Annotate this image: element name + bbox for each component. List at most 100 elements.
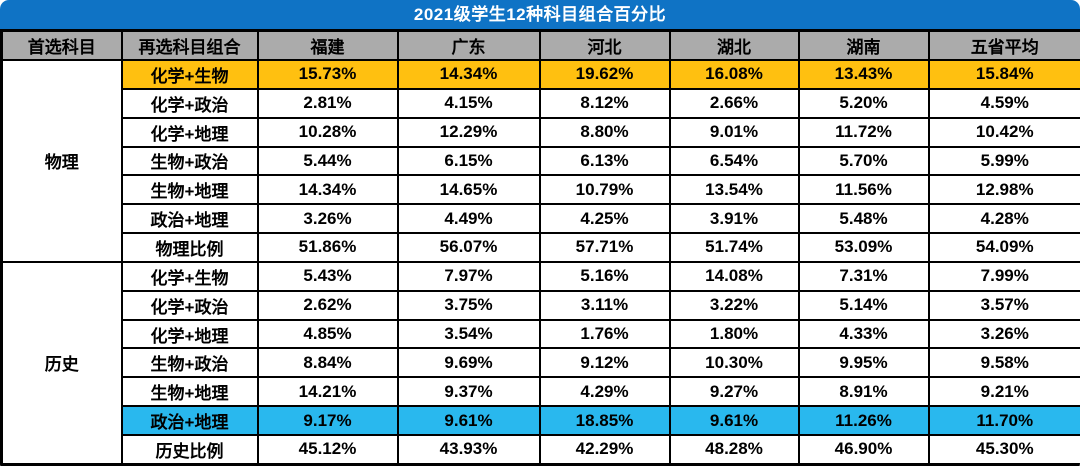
column-header-6: 湖南 (797, 29, 930, 61)
value-cell: 3.26% (256, 203, 399, 235)
row-label: 化学+地理 (120, 116, 259, 148)
table-row: 化学+地理 4.85% 3.54% 1.76% 1.80% 4.33% 3.26% (2, 318, 1080, 350)
value-cell: 9.17% (256, 405, 399, 436)
value-cell: 5.20% (797, 87, 930, 119)
value-cell: 11.26% (797, 405, 930, 436)
value-cell: 54.09% (927, 232, 1080, 263)
value-cell: 9.12% (538, 347, 671, 379)
column-header-2: 福建 (256, 29, 399, 61)
table-row: 生物+政治 8.84% 9.69% 9.12% 10.30% 9.95% 9.58% (2, 347, 1080, 379)
value-cell: 19.62% (538, 59, 671, 90)
column-header-0: 首选科目 (0, 29, 123, 61)
row-label: 生物+地理 (120, 174, 259, 206)
value-cell: 42.29% (538, 433, 671, 466)
value-cell: 51.86% (256, 232, 399, 263)
value-cell: 5.99% (927, 145, 1080, 177)
value-cell: 3.57% (927, 289, 1080, 321)
value-cell: 8.80% (538, 116, 671, 148)
row-label: 化学+政治 (120, 289, 259, 321)
table-row: 物理比例 51.86% 56.07% 57.71% 51.74% 53.09% 54.09% (2, 232, 1080, 263)
row-label: 历史比例 (120, 433, 259, 466)
value-cell: 45.12% (256, 433, 399, 466)
table-row: 历史 化学+生物 5.43% 7.97% 5.16% 14.08% 7.31% 7.99% (0, 260, 1080, 466)
value-cell: 4.28% (927, 203, 1080, 235)
value-cell: 14.65% (396, 174, 541, 206)
value-cell: 5.43% (256, 260, 399, 292)
section-label-physics: 物理 (0, 59, 123, 263)
value-cell: 13.43% (797, 59, 930, 90)
value-cell: 9.61% (396, 405, 541, 436)
row-label: 化学+生物 (120, 260, 259, 292)
value-cell: 13.54% (668, 174, 800, 206)
value-cell: 9.58% (927, 347, 1080, 379)
row-label: 化学+政治 (120, 87, 259, 119)
value-cell: 4.49% (396, 203, 541, 235)
value-cell: 48.28% (668, 433, 800, 466)
column-header-5: 湖北 (668, 29, 800, 61)
value-cell: 9.27% (668, 376, 800, 408)
value-cell: 8.12% (538, 87, 671, 119)
value-cell: 4.29% (538, 376, 671, 408)
column-header-3: 广东 (396, 29, 541, 61)
value-cell: 3.11% (538, 289, 671, 321)
value-cell: 6.15% (396, 145, 541, 177)
table-row: 化学+政治 2.81% 4.15% 8.12% 2.66% 5.20% 4.59% (2, 87, 1080, 119)
value-cell: 9.69% (396, 347, 541, 379)
value-cell: 9.37% (396, 376, 541, 408)
value-cell: 10.28% (256, 116, 399, 148)
row-label: 化学+地理 (120, 318, 259, 350)
figure-title: 2021级学生12种科目组合百分比 (0, 0, 1080, 29)
data-table: 首选科目 再选科目组合 福建 广东 河北 湖北 湖南 五省平均 物理 化学+生物 15.73% 14… (0, 29, 1080, 466)
value-cell: 15.84% (927, 59, 1080, 90)
table-row: 生物+政治 5.44% 6.15% 6.13% 6.54% 5.70% 5.99% (2, 145, 1080, 177)
value-cell: 2.81% (256, 87, 399, 119)
value-cell: 5.48% (797, 203, 930, 235)
row-label: 生物+政治 (120, 347, 259, 379)
value-cell: 11.70% (927, 405, 1080, 436)
value-cell: 4.25% (538, 203, 671, 235)
value-cell: 11.56% (797, 174, 930, 206)
value-cell: 14.08% (668, 260, 800, 292)
value-cell: 4.59% (927, 87, 1080, 119)
table-row: 化学+政治 2.62% 3.75% 3.11% 3.22% 5.14% 3.57% (2, 289, 1080, 321)
value-cell: 14.34% (396, 59, 541, 90)
table-row: 政治+地理 9.17% 9.61% 18.85% 9.61% 11.26% 11.70% (2, 405, 1080, 436)
value-cell: 7.97% (396, 260, 541, 292)
value-cell: 46.90% (797, 433, 930, 466)
value-cell: 4.85% (256, 318, 399, 350)
value-cell: 9.21% (927, 376, 1080, 408)
table-row: 生物+地理 14.34% 14.65% 10.79% 13.54% 11.56% 12.98… (2, 174, 1080, 206)
column-header-4: 河北 (538, 29, 671, 61)
value-cell: 3.91% (668, 203, 800, 235)
row-label: 生物+地理 (120, 376, 259, 408)
value-cell: 43.93% (396, 433, 541, 466)
value-cell: 10.30% (668, 347, 800, 379)
section-label-history: 历史 (0, 260, 123, 466)
value-cell: 57.71% (538, 232, 671, 263)
value-cell: 5.70% (797, 145, 930, 177)
value-cell: 15.73% (256, 59, 399, 90)
value-cell: 3.26% (927, 318, 1080, 350)
value-cell: 6.13% (538, 145, 671, 177)
value-cell: 5.16% (538, 260, 671, 292)
row-label: 物理比例 (120, 232, 259, 263)
value-cell: 11.72% (797, 116, 930, 148)
value-cell: 18.85% (538, 405, 671, 436)
row-label: 生物+政治 (120, 145, 259, 177)
value-cell: 5.44% (256, 145, 399, 177)
row-label: 政治+地理 (120, 405, 259, 436)
row-label: 政治+地理 (120, 203, 259, 235)
value-cell: 3.22% (668, 289, 800, 321)
value-cell: 8.84% (256, 347, 399, 379)
value-cell: 53.09% (797, 232, 930, 263)
column-header-1: 再选科目组合 (120, 29, 259, 61)
value-cell: 10.42% (927, 116, 1080, 148)
value-cell: 7.31% (797, 260, 930, 292)
value-cell: 10.79% (538, 174, 671, 206)
value-cell: 51.74% (668, 232, 800, 263)
value-cell: 8.91% (797, 376, 930, 408)
value-cell: 14.21% (256, 376, 399, 408)
value-cell: 6.54% (668, 145, 800, 177)
header-row: 首选科目 再选科目组合 福建 广东 河北 湖北 湖南 五省平均 (0, 29, 1080, 61)
